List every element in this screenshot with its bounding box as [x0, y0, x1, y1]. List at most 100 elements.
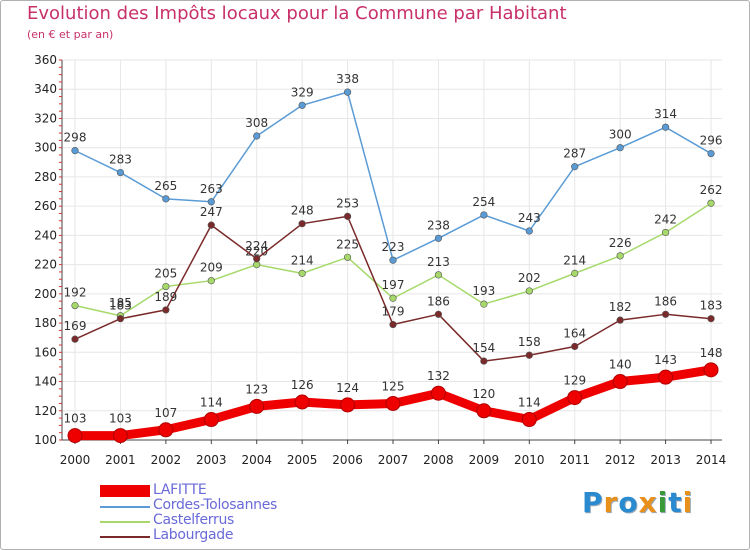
data-point: [571, 269, 579, 277]
x-tick-label: 2003: [196, 453, 227, 467]
data-point: [480, 300, 488, 308]
legend-swatch: [100, 521, 150, 523]
data-label: 214: [291, 253, 314, 267]
data-point: [298, 101, 306, 109]
x-tick-label: 2001: [105, 453, 136, 467]
x-tick-label: 2002: [151, 453, 182, 467]
data-point: [616, 316, 624, 324]
data-point: [525, 227, 533, 235]
data-point: [162, 195, 170, 203]
legend-label: Labourgade: [153, 527, 234, 543]
data-point: [434, 310, 443, 318]
y-tick-label: 200: [34, 287, 57, 301]
data-point: [389, 294, 397, 302]
data-point: [343, 253, 352, 261]
data-point: [294, 394, 310, 410]
data-label: 298: [64, 131, 87, 145]
data-point: [661, 310, 670, 318]
data-label: 314: [654, 107, 677, 121]
data-label: 209: [200, 261, 223, 275]
data-point: [158, 422, 174, 438]
data-point: [71, 335, 79, 343]
x-tick-label: 2013: [650, 453, 681, 467]
data-point: [707, 315, 715, 323]
data-point: [67, 428, 83, 444]
y-tick-label: 360: [34, 53, 57, 67]
data-label: 225: [336, 237, 359, 251]
data-label: 185: [109, 296, 132, 310]
data-label: 169: [64, 319, 87, 333]
legend-label: LAFITTE: [153, 482, 207, 498]
data-point: [298, 220, 306, 228]
data-point: [385, 395, 401, 411]
data-point: [434, 234, 443, 242]
data-label: 183: [700, 299, 723, 313]
data-label: 213: [427, 255, 450, 269]
data-point: [249, 398, 265, 414]
data-label: 247: [200, 205, 223, 219]
data-label: 192: [64, 286, 87, 300]
data-point: [71, 301, 79, 310]
data-label: 123: [245, 382, 268, 396]
x-tick-label: 2005: [287, 453, 318, 467]
data-point: [207, 277, 215, 285]
data-point: [434, 271, 443, 279]
chart-title: Evolution des Impôts locaux pour la Comm…: [27, 3, 567, 24]
data-label: 179: [382, 305, 405, 319]
data-point: [253, 255, 261, 263]
data-label: 308: [245, 116, 268, 130]
data-label: 143: [654, 353, 677, 367]
legend-swatch: [100, 536, 150, 538]
x-tick-label: 2004: [241, 453, 272, 467]
data-label: 114: [200, 396, 223, 410]
data-label: 300: [609, 128, 632, 142]
y-tick-label: 300: [34, 141, 57, 155]
proxiti-logo: Proxiti: [582, 486, 694, 519]
data-label: 124: [336, 381, 359, 395]
y-tick-label: 180: [34, 316, 57, 330]
data-label: 107: [154, 406, 177, 420]
data-label: 158: [518, 335, 541, 349]
data-point: [658, 369, 674, 385]
data-point: [703, 362, 719, 378]
data-point: [298, 269, 306, 277]
data-point: [389, 256, 397, 264]
data-point: [707, 149, 715, 158]
data-point: [162, 282, 170, 291]
data-label: 125: [382, 379, 405, 393]
x-tick-label: 2011: [559, 453, 590, 467]
x-tick-label: 2008: [423, 453, 454, 467]
data-point: [571, 163, 579, 171]
data-label: 214: [563, 253, 586, 267]
data-point: [525, 287, 533, 295]
data-point: [480, 357, 488, 365]
data-label: 129: [563, 374, 586, 388]
data-label: 103: [109, 412, 132, 426]
data-point: [207, 198, 215, 206]
data-label: 154: [472, 341, 495, 355]
data-label: 253: [336, 196, 359, 210]
data-point: [525, 351, 533, 359]
legend-label: Castelferrus: [153, 512, 235, 528]
y-tick-label: 320: [34, 111, 57, 125]
data-point: [71, 147, 79, 155]
data-label: 193: [472, 284, 495, 298]
data-label: 283: [109, 153, 132, 167]
data-label: 186: [427, 294, 450, 308]
x-tick-label: 2007: [378, 453, 409, 467]
data-point: [567, 390, 583, 406]
data-point: [616, 144, 624, 152]
data-label: 296: [700, 134, 723, 148]
data-label: 248: [291, 204, 314, 218]
data-point: [707, 199, 715, 207]
data-label: 287: [563, 147, 586, 161]
legend-swatch: [100, 485, 150, 497]
data-point: [430, 385, 446, 401]
data-point: [480, 211, 488, 219]
x-tick-label: 2012: [605, 453, 636, 467]
data-label: 224: [245, 239, 268, 253]
data-point: [476, 403, 492, 419]
y-tick-label: 120: [34, 404, 57, 418]
data-label: 197: [382, 278, 405, 292]
